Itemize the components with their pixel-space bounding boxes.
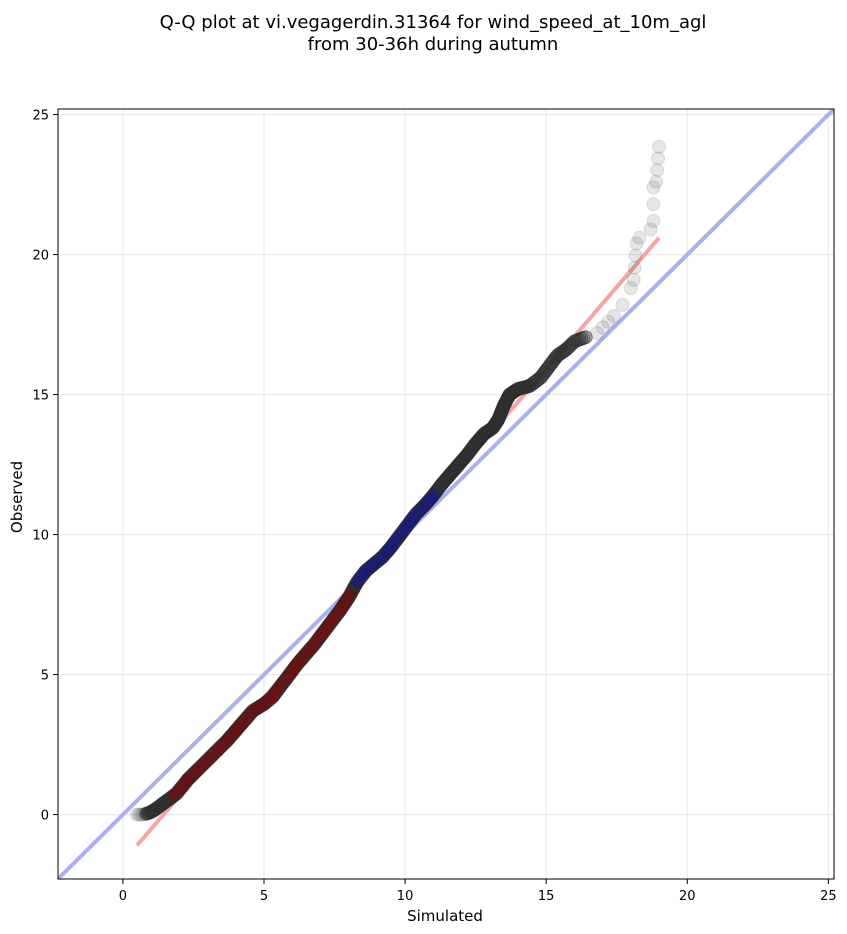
- qq-point: [650, 163, 665, 178]
- qq-point: [615, 298, 630, 312]
- qq-point: [646, 197, 661, 212]
- qq-point: [601, 314, 616, 329]
- y-axis-label: Observed: [8, 461, 26, 533]
- qq-point: [643, 222, 658, 237]
- chart-title-line-2: from 30-36h during autumn: [308, 34, 559, 55]
- x-tick-label-3: 15: [538, 889, 555, 904]
- qq-point: [629, 236, 644, 251]
- grid: [58, 109, 834, 879]
- y-tick-label-5: 25: [32, 109, 49, 124]
- x-tick-label-4: 20: [679, 889, 696, 904]
- x-tick-label-1: 5: [260, 889, 268, 904]
- qq-points: [130, 139, 666, 822]
- qq-point: [627, 260, 642, 275]
- qq-point: [623, 281, 638, 296]
- y-tick-label-0: 0: [41, 809, 49, 824]
- y-tick-label-2: 10: [32, 529, 49, 544]
- qq-point: [649, 174, 664, 189]
- x-tick-label-0: 0: [119, 889, 127, 904]
- x-axis-ticks: 0 5 10 15 20 25: [119, 879, 837, 904]
- qq-point: [628, 248, 643, 263]
- qq-point: [646, 214, 661, 228]
- identity-line: [58, 109, 834, 879]
- plot-frame: [57, 108, 835, 880]
- qq-point: [578, 330, 593, 345]
- qq-point: [632, 230, 647, 245]
- x-tick-label-5: 25: [820, 889, 837, 904]
- qq-point: [606, 309, 621, 324]
- qq-point: [590, 326, 604, 340]
- qq-point: [651, 151, 666, 166]
- y-axis-ticks: 0 5 10 15 20 25: [32, 109, 58, 824]
- x-tick-label-2: 10: [397, 889, 414, 904]
- y-tick-label-1: 5: [41, 669, 49, 684]
- x-axis-label: Simulated: [407, 907, 483, 925]
- chart-title-line-1: Q-Q plot at vi.vegagerdin.31364 for wind…: [160, 12, 707, 33]
- qq-point: [652, 139, 666, 154]
- chart-title: Q-Q plot at vi.vegagerdin.31364 for wind…: [160, 12, 707, 55]
- qq-point: [595, 320, 610, 335]
- y-tick-label-3: 15: [32, 389, 49, 404]
- qq-point: [646, 180, 661, 195]
- y-tick-label-4: 20: [32, 249, 49, 264]
- qq-point: [626, 272, 641, 287]
